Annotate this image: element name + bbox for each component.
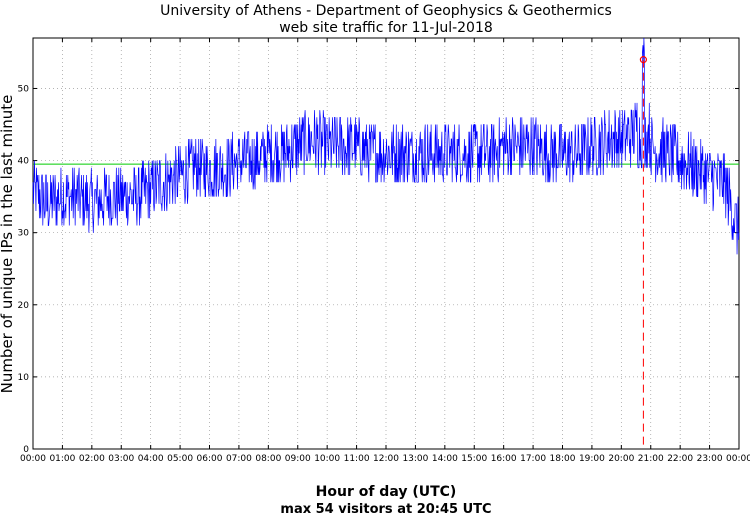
max-caption: max 54 visitors at 20:45 UTC: [280, 502, 491, 515]
x-tick-label: 17:00: [520, 454, 546, 464]
y-tick-label: 40: [18, 157, 30, 167]
x-tick-label: 23:00: [697, 454, 723, 464]
chart-subtitle: web site traffic for 11-Jul-2018: [279, 20, 493, 36]
y-tick-label: 0: [23, 445, 29, 455]
x-tick-label: 05:00: [167, 454, 193, 464]
y-axis-label: Number of unique IPs in the last minute: [0, 95, 16, 394]
x-tick-label: 13:00: [402, 454, 428, 464]
x-tick-label: 06:00: [197, 454, 223, 464]
x-tick-label: 08:00: [255, 454, 281, 464]
x-tick-label: 19:00: [579, 454, 605, 464]
x-tick-label: 21:00: [638, 454, 664, 464]
x-tick-label: 16:00: [491, 454, 517, 464]
axis-ticks: 00:00 01:00 02:00 03:00 04:00 05:00 06:00 07:00…: [18, 38, 750, 464]
y-tick-label: 50: [18, 84, 30, 94]
series-layer: [32, 37, 740, 255]
x-tick-label: 03:00: [108, 454, 134, 464]
y-tick-label: 10: [18, 373, 30, 383]
x-tick-label: 18:00: [550, 454, 576, 464]
x-tick-label: 07:00: [226, 454, 252, 464]
x-tick-label: 00:00: [20, 454, 46, 464]
x-tick-label: 04:00: [138, 454, 164, 464]
y-tick-label: 30: [18, 229, 30, 239]
x-tick-label: 14:00: [432, 454, 458, 464]
x-axis-label: Hour of day (UTC): [316, 484, 457, 500]
x-tick-label: 02:00: [79, 454, 105, 464]
max-marker-point: [639, 56, 647, 64]
y-tick-label: 20: [18, 301, 30, 311]
x-tick-label: 12:00: [373, 454, 399, 464]
x-tick-label: 00:00: [726, 454, 750, 464]
plot-frame: [32, 37, 740, 450]
x-tick-label: 01:00: [49, 454, 75, 464]
x-tick-label: 20:00: [608, 454, 634, 464]
x-tick-label: 15:00: [461, 454, 487, 464]
x-tick-label: 10:00: [314, 454, 340, 464]
x-tick-label: 11:00: [344, 454, 370, 464]
marker-layer: [639, 56, 647, 449]
x-tick-label: 09:00: [285, 454, 311, 464]
traffic-series-line: [32, 37, 740, 255]
x-tick-label: 22:00: [667, 454, 693, 464]
chart-title: University of Athens - Department of Geo…: [160, 3, 612, 19]
